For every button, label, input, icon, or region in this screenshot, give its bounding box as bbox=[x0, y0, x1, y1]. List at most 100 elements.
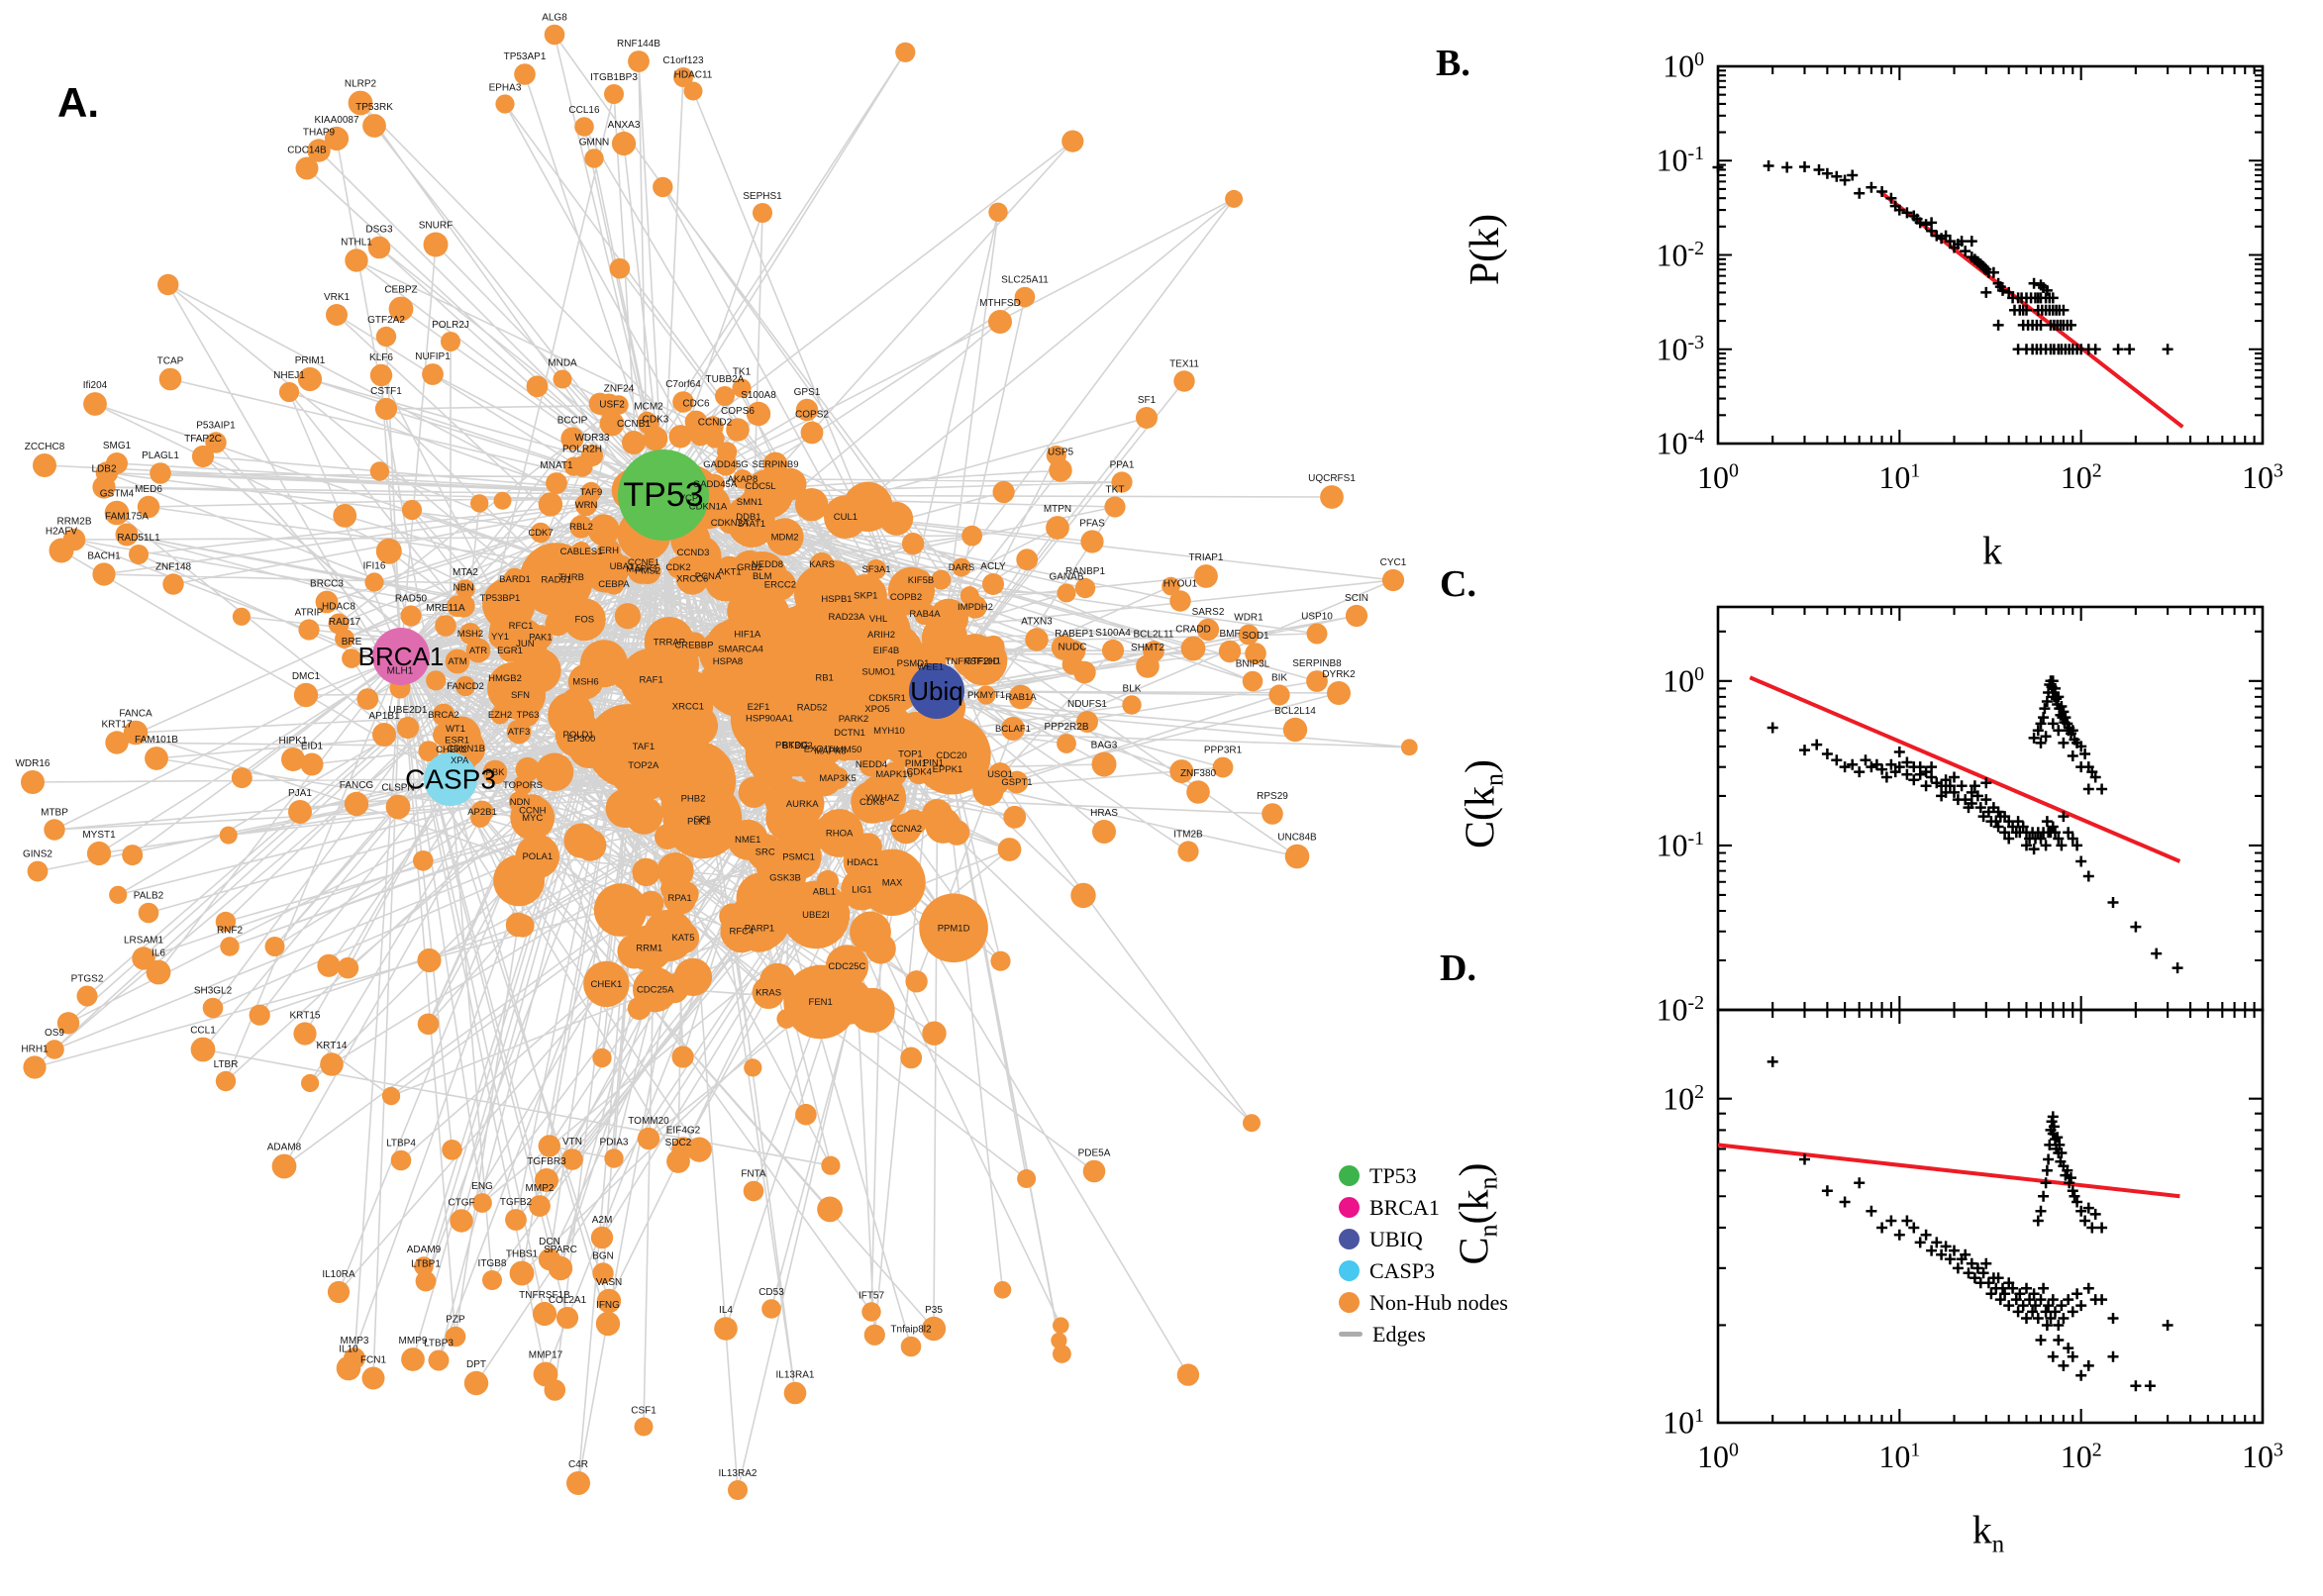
gene-label: CDK6 bbox=[859, 797, 884, 808]
gene-label: PKMYT1 bbox=[967, 690, 1005, 701]
gene-label: PPP3R1 bbox=[1204, 746, 1243, 756]
gene-label: LDB2 bbox=[91, 463, 116, 474]
gene-label: KLF6 bbox=[369, 352, 393, 363]
panel-c-label: C. bbox=[1440, 563, 1476, 605]
y-tick-label: 10-2 bbox=[1656, 991, 1704, 1028]
gene-label: CCNB1 bbox=[617, 419, 651, 430]
gene-label: C4R bbox=[568, 1459, 588, 1470]
hub-label-tp53: TP53 bbox=[623, 476, 703, 514]
gene-label: BLM bbox=[753, 571, 772, 582]
hub-label-casp3: CASP3 bbox=[405, 764, 496, 795]
gene-label: SOD1 bbox=[1242, 631, 1269, 642]
gene-label: SHMT2 bbox=[1131, 643, 1164, 653]
gene-label: TRIAP1 bbox=[1188, 552, 1223, 563]
gene-label: IL4 bbox=[719, 1305, 733, 1316]
gene-label: BTBD2 bbox=[782, 741, 813, 751]
gene-label: DYRK2 bbox=[1322, 669, 1356, 680]
gene-label: RNF144B bbox=[617, 39, 660, 50]
gene-label: PARK2 bbox=[839, 714, 868, 725]
gene-label: EGR1 bbox=[497, 646, 523, 656]
gene-label: GTF2A2 bbox=[367, 315, 405, 326]
gene-label: PRKDC bbox=[775, 740, 808, 750]
gene-label: C1orf123 bbox=[662, 55, 704, 66]
gene-label: BAG3 bbox=[1091, 741, 1118, 751]
gene-label: FAM101B bbox=[135, 735, 178, 746]
gene-label: NUDC bbox=[1059, 643, 1087, 653]
gene-label: USP10 bbox=[1301, 612, 1333, 623]
gene-label: POLA1 bbox=[522, 851, 553, 862]
gene-label: ERCC2 bbox=[764, 580, 796, 591]
gene-label: XRCC6 bbox=[676, 573, 708, 584]
casp3-legend-dot bbox=[1339, 1260, 1360, 1281]
gene-label: LIG1 bbox=[852, 884, 872, 895]
scatter-points-d bbox=[1767, 1055, 2173, 1392]
x-tick-label: 100 bbox=[1697, 1439, 1739, 1474]
gene-label: HYOU1 bbox=[1163, 578, 1198, 589]
x-tick-label: 102 bbox=[2060, 1439, 2102, 1474]
gene-label: BLK bbox=[1123, 683, 1142, 694]
gene-label: MRE11A bbox=[426, 603, 465, 614]
gene-label: IFI16 bbox=[363, 560, 386, 571]
gene-label: RNF2 bbox=[217, 925, 244, 936]
gene-label: COPB2 bbox=[890, 592, 922, 603]
gene-label: UNC84B bbox=[1277, 833, 1317, 844]
fit-line-d bbox=[1717, 1143, 2180, 1199]
gene-label: SMN1 bbox=[737, 497, 762, 508]
gene-label: XRCC1 bbox=[672, 701, 704, 712]
gene-label: EXO1 bbox=[804, 745, 829, 755]
gene-label: LTBP3 bbox=[424, 1339, 454, 1349]
hub-label-ubiq: Ubiq bbox=[910, 676, 962, 706]
gene-label: SPARC bbox=[544, 1245, 577, 1255]
gene-label: FANCD2 bbox=[447, 681, 483, 692]
gene-label: CREBBP bbox=[674, 640, 713, 650]
non-hub-nodes-legend-dot bbox=[1339, 1292, 1360, 1313]
gene-label: A2M bbox=[592, 1215, 613, 1226]
gene-label: CYC1 bbox=[1380, 557, 1407, 568]
gene-label: GPS1 bbox=[794, 387, 821, 398]
gene-label: ATM bbox=[448, 656, 466, 667]
gene-label: CDK4 bbox=[907, 767, 932, 778]
gene-label: THBS1 bbox=[506, 1249, 539, 1260]
gene-label: CUL1 bbox=[834, 512, 858, 523]
gene-label: TOP2A bbox=[628, 760, 659, 771]
gene-label: DCTN1 bbox=[834, 728, 865, 739]
gene-label: PALB2 bbox=[134, 891, 164, 902]
gene-label: CDK3 bbox=[643, 415, 669, 426]
gene-label: EP300 bbox=[567, 734, 596, 745]
gene-label: BRE bbox=[342, 637, 362, 648]
gene-label: MAX bbox=[882, 877, 903, 888]
gene-label: CLSPN bbox=[381, 783, 414, 794]
gene-label: DARS bbox=[949, 562, 974, 573]
legend-label: TP53 bbox=[1369, 1162, 1417, 1188]
gene-label: WDR33 bbox=[574, 433, 609, 444]
gene-label: CCNE1 bbox=[628, 557, 659, 568]
gene-label: DCN bbox=[539, 1237, 560, 1247]
gene-label: IL6 bbox=[152, 948, 165, 959]
y-tick-label: 10-3 bbox=[1656, 331, 1704, 367]
gene-label: EPHA3 bbox=[489, 82, 522, 93]
axis-title-ckn: C(kn) bbox=[1458, 758, 1509, 849]
gene-label: ATF3 bbox=[508, 727, 531, 738]
gene-label: FANCG bbox=[340, 780, 374, 791]
gene-label: OS9 bbox=[45, 1028, 64, 1039]
gene-label: RHOA bbox=[826, 829, 854, 840]
gene-label: PLK1 bbox=[687, 817, 710, 828]
gene-label: FOS bbox=[575, 615, 595, 626]
gene-label: SRC bbox=[756, 848, 775, 858]
gene-label: TP53BP1 bbox=[480, 593, 521, 604]
gene-label: CCND3 bbox=[677, 548, 710, 558]
gene-label: NUFIP1 bbox=[415, 351, 451, 362]
gene-label: CHEK1 bbox=[591, 979, 623, 990]
gene-label: KARS bbox=[809, 559, 835, 570]
gene-label: CCNH bbox=[519, 805, 547, 816]
gene-label: WDR1 bbox=[1234, 613, 1263, 624]
gene-label: EPPK1 bbox=[933, 764, 963, 775]
gene-label: Tnfaip8l2 bbox=[890, 1325, 932, 1336]
gene-label: HSP90AA1 bbox=[746, 714, 793, 725]
gene-label: BIK bbox=[1271, 672, 1287, 683]
gene-label: RAD50 bbox=[395, 593, 428, 604]
gene-label: DDB1 bbox=[736, 512, 760, 523]
gene-label: SF3A1 bbox=[861, 564, 890, 575]
gene-label: RAB1A bbox=[1005, 692, 1037, 703]
gene-label: CABLES1 bbox=[560, 547, 603, 557]
